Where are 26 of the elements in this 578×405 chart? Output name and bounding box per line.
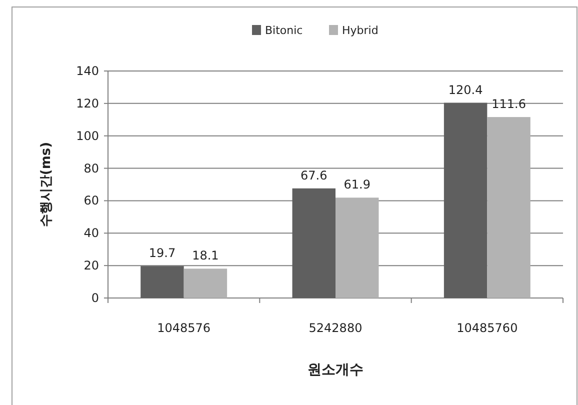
bar	[487, 117, 530, 298]
bar	[184, 268, 228, 298]
x-axis-title: 원소개수	[308, 362, 364, 378]
data-label: 18.1	[192, 248, 219, 263]
y-tick-label: 40	[84, 226, 99, 240]
data-label: 120.4	[448, 82, 483, 97]
data-label: 67.6	[300, 168, 328, 182]
y-axis-title: 수행시간(ms)	[39, 142, 54, 228]
bar	[336, 198, 379, 298]
y-tick-label: 120	[76, 96, 99, 110]
bar	[140, 266, 184, 298]
bar	[292, 188, 336, 298]
data-label: 19.7	[148, 246, 176, 260]
x-tick-label: 5242880	[308, 321, 362, 335]
legend-label: Hybrid	[342, 24, 378, 37]
y-tick-label: 20	[84, 258, 99, 273]
y-tick-label: 100	[76, 128, 99, 143]
y-tick-label: 60	[84, 194, 99, 208]
y-tick-label: 140	[76, 64, 99, 78]
x-tick-label: 1048576	[157, 321, 211, 335]
bar	[444, 102, 488, 298]
x-tick-label: 10485760	[456, 321, 518, 335]
legend-label: Bitonic	[265, 24, 303, 37]
y-tick-label: 80	[84, 161, 99, 176]
data-label: 61.9	[344, 178, 370, 192]
y-tick-label: 0	[91, 291, 99, 305]
